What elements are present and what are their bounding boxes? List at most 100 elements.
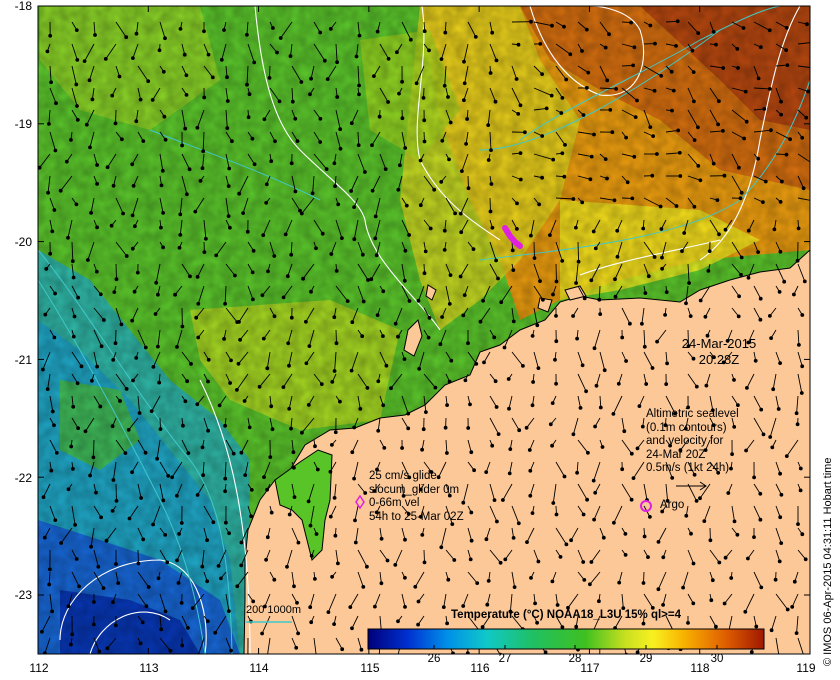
velocity-arrow-head: [301, 276, 306, 281]
velocity-arrow-head: [333, 533, 338, 538]
velocity-arrow-head: [396, 619, 400, 624]
velocity-arrow: [416, 65, 425, 84]
velocity-arrow: [753, 65, 760, 79]
velocity-arrow-head: [523, 130, 527, 135]
velocity-arrow: [224, 285, 227, 304]
velocity-arrow: [269, 241, 275, 257]
velocity-arrow-head: [48, 251, 53, 256]
velocity-arrow-head: [566, 605, 570, 610]
velocity-arrow-head: [488, 71, 493, 75]
velocity-arrow: [195, 307, 205, 318]
velocity-arrow-head: [631, 476, 636, 481]
velocity-arrow: [590, 263, 601, 281]
velocity-arrow-head: [141, 537, 146, 542]
velocity-arrow-head: [252, 60, 257, 65]
velocity-arrow-head: [95, 163, 99, 167]
velocity-arrow-head: [744, 119, 749, 124]
velocity-arrow-head: [581, 560, 586, 564]
velocity-arrow-head: [163, 36, 167, 41]
velocity-arrow-head: [165, 560, 170, 565]
velocity-arrow-head: [744, 448, 748, 453]
velocity-arrow: [196, 109, 205, 128]
velocity-arrow: [357, 549, 368, 567]
velocity-arrow-head: [729, 466, 733, 471]
velocity-arrow-head: [737, 165, 741, 170]
velocity-arrow: [572, 417, 579, 435]
velocity-arrow: [39, 153, 51, 168]
velocity-arrow: [91, 87, 95, 100]
velocity-arrow-head: [462, 81, 467, 86]
velocity-arrow-head: [778, 471, 782, 476]
velocity-arrow-head: [319, 382, 324, 387]
velocity-arrow-head: [370, 143, 374, 148]
velocity-arrow: [665, 351, 668, 364]
velocity-arrow: [460, 263, 469, 277]
velocity-arrow: [49, 439, 58, 454]
velocity-arrow-head: [320, 231, 325, 236]
velocity-arrow-head: [486, 158, 491, 162]
velocity-arrow-head: [726, 491, 731, 495]
velocity-arrow-head: [698, 298, 703, 303]
velocity-arrow: [266, 351, 271, 369]
velocity-arrow: [643, 351, 653, 369]
velocity-arrow-head: [560, 625, 565, 629]
velocity-arrow-head: [580, 200, 585, 205]
velocity-arrow: [283, 285, 293, 298]
velocity-arrow-head: [494, 405, 499, 409]
velocity-arrow-head: [227, 609, 231, 613]
velocity-arrow-head: [648, 125, 653, 129]
velocity-arrow-head: [698, 496, 702, 501]
velocity-arrow-head: [691, 70, 696, 74]
velocity-arrow-head: [146, 79, 151, 84]
velocity-arrow: [796, 395, 799, 414]
velocity-arrow: [327, 593, 337, 613]
velocity-arrow-head: [124, 254, 129, 258]
velocity-arrow-head: [202, 95, 207, 100]
velocity-arrow: [797, 351, 803, 367]
velocity-arrow-head: [46, 190, 50, 195]
velocity-arrow: [418, 285, 425, 301]
velocity-arrow: [775, 21, 787, 29]
velocity-arrow-head: [309, 620, 314, 625]
velocity-arrow-head: [381, 289, 386, 294]
velocity-arrow-head: [293, 116, 298, 121]
velocity-arrow-head: [71, 275, 76, 280]
velocity-arrow: [731, 175, 743, 194]
velocity-arrow-head: [660, 255, 664, 260]
velocity-arrow: [357, 395, 361, 409]
velocity-arrow-head: [651, 134, 655, 139]
velocity-arrow-head: [89, 544, 93, 549]
velocity-arrow: [241, 439, 249, 453]
velocity-arrow: [238, 307, 249, 323]
velocity-arrow-head: [195, 402, 200, 407]
velocity-arrow-head: [365, 386, 370, 390]
velocity-arrow: [612, 395, 623, 415]
velocity-arrow: [375, 197, 381, 217]
velocity-arrow-head: [130, 162, 135, 167]
velocity-arrow-head: [131, 184, 136, 188]
velocity-arrow-head: [591, 478, 596, 483]
velocity-arrow: [791, 593, 799, 608]
velocity-arrow-head: [416, 298, 421, 303]
velocity-arrow-head: [229, 648, 233, 653]
velocity-arrow: [775, 87, 782, 102]
velocity-arrow-head: [177, 532, 182, 536]
velocity-arrow-head: [704, 383, 709, 388]
velocity-arrow: [511, 505, 520, 524]
x-tick-label: 113: [139, 661, 159, 675]
velocity-arrow-head: [161, 498, 166, 503]
depth-legend-label: 200 1000m: [246, 604, 302, 616]
velocity-arrow-head: [466, 341, 470, 346]
velocity-arrow-head: [376, 379, 381, 384]
velocity-arrow: [238, 351, 249, 365]
altimetry-legend-line: and velocity for: [646, 435, 724, 447]
x-tick-label: 116: [470, 661, 490, 675]
velocity-arrow-head: [92, 600, 96, 604]
velocity-arrow: [593, 219, 601, 232]
velocity-arrow-head: [758, 317, 763, 322]
colorbar-tick-label: 28: [568, 653, 582, 665]
velocity-arrow-head: [226, 184, 231, 189]
velocity-arrow: [775, 263, 785, 282]
velocity-arrow: [511, 351, 524, 367]
velocity-arrow: [533, 21, 553, 27]
